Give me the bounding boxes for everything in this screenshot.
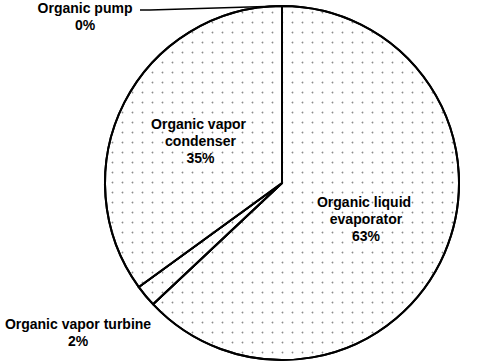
- svg-text:evaporator: evaporator: [330, 211, 403, 227]
- svg-text:Organic liquid: Organic liquid: [317, 194, 415, 210]
- svg-text:Organic vapor turbine: Organic vapor turbine: [5, 316, 151, 332]
- svg-text:2%: 2%: [68, 333, 89, 349]
- svg-text:Organic vapor: Organic vapor: [151, 116, 250, 132]
- svg-text:0%: 0%: [75, 17, 96, 33]
- svg-text:Organic pump: Organic pump: [38, 0, 133, 16]
- svg-text:35%: 35%: [186, 150, 215, 166]
- svg-text:63%: 63%: [352, 228, 381, 244]
- svg-text:condenser: condenser: [165, 133, 236, 149]
